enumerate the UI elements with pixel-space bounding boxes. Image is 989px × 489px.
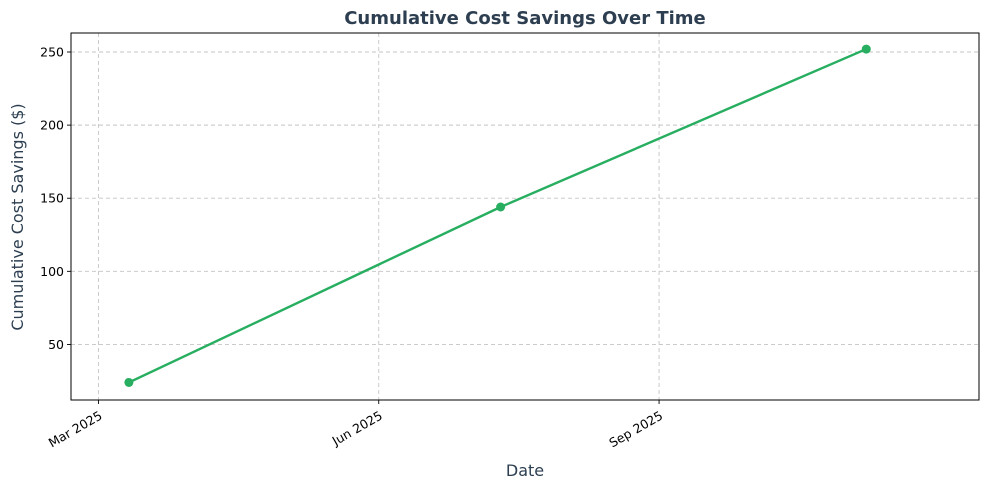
y-tick-label: 250 — [40, 45, 64, 60]
data-point — [496, 202, 506, 212]
ticks: 50 100 150 200 250 Mar 2025 Jun 2025 Sep 2025 — [40, 45, 665, 451]
data-point — [861, 44, 871, 54]
x-tick-label: Jun 2025 — [329, 408, 385, 449]
y-axis-label: Cumulative Cost Savings ($) — [8, 103, 27, 330]
grid — [71, 33, 979, 400]
y-tick-label: 50 — [48, 337, 64, 352]
y-tick-label: 100 — [40, 264, 64, 279]
data-point — [124, 377, 134, 387]
series-line — [127, 47, 868, 384]
series-layer — [124, 44, 871, 387]
y-tick-label: 150 — [40, 191, 64, 206]
x-tick-label: Mar 2025 — [46, 408, 105, 451]
plot-area-frame — [70, 32, 980, 401]
x-axis-label: Date — [506, 461, 544, 480]
y-tick-label: 200 — [40, 118, 64, 133]
chart-title: Cumulative Cost Savings Over Time — [344, 8, 706, 29]
x-tick-label: Sep 2025 — [606, 408, 665, 451]
